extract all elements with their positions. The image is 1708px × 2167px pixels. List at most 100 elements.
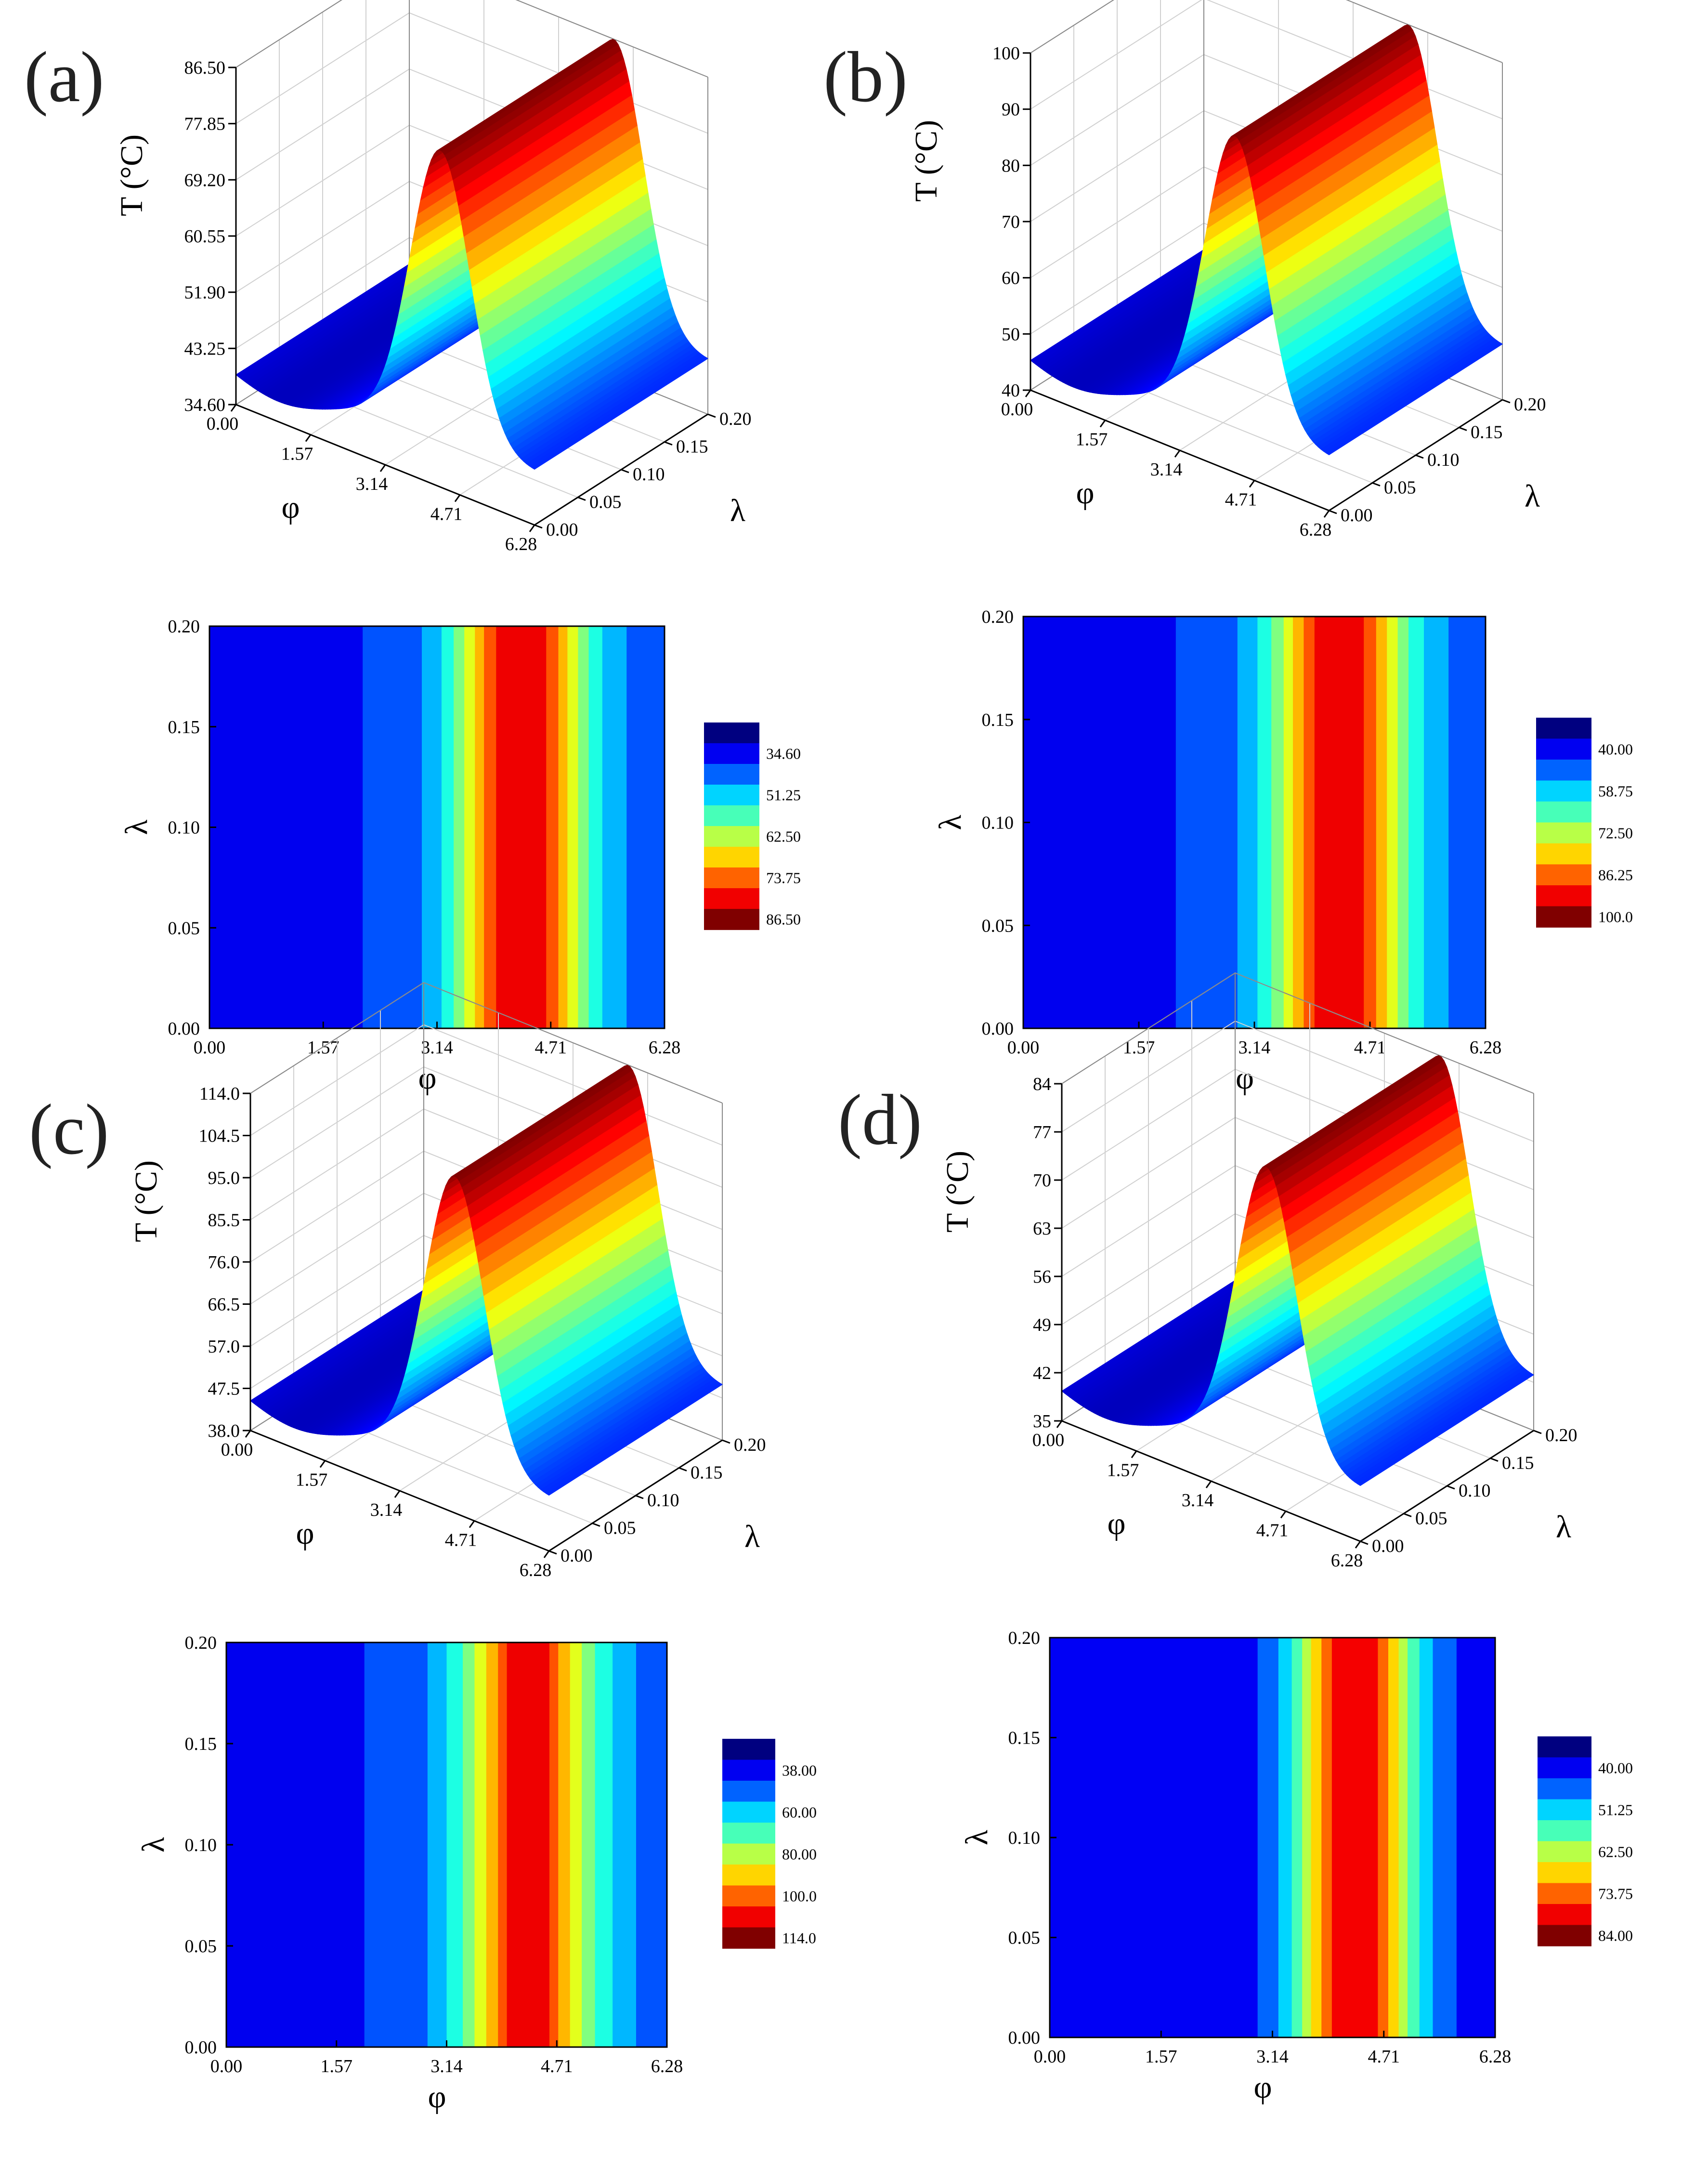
contour-band [614,1642,616,2047]
contour-band [1079,1638,1082,2037]
contour-band [499,1642,502,2047]
contour-band [341,626,343,1028]
contour-band [1213,617,1215,1028]
contour-band [499,626,501,1028]
colorbar-swatch [1538,1883,1591,1904]
lambda-tick-label: 0.05 [604,1518,636,1538]
contour-band [1304,1638,1306,2037]
contour-band [1185,1638,1187,2037]
phi-tick-label: 6.28 [1300,520,1332,540]
contour-band [1357,1638,1359,2037]
contour-band [1035,617,1038,1028]
contour-band [1379,617,1382,1028]
colorbar-swatch [722,1906,775,1928]
contour-band [318,626,321,1028]
contour-band [1189,1638,1191,2037]
contour-band [610,626,612,1028]
contour-band [1234,617,1237,1028]
contour-band [476,626,479,1028]
contour-band [523,626,525,1028]
lambda-tick-label: 0.05 [1384,478,1416,498]
contour-band [311,626,313,1028]
contour-band [1105,617,1107,1028]
contour-band [413,1642,415,2047]
colorbar-swatch [1536,738,1591,760]
contour-band [1125,1638,1128,2037]
colorbar-swatch [1538,1862,1591,1884]
contour-band [1370,1638,1372,2037]
contour-band [1363,1638,1365,2037]
contour-band [393,1642,396,2047]
contour-band [238,1642,240,2047]
contour-band [1157,617,1160,1028]
contour-band [1335,1638,1337,2037]
contour-band [570,1642,572,2047]
contour-band [1123,617,1125,1028]
z-axis-label: T (°C) [129,1160,164,1242]
x-tick-label: 1.57 [1145,2047,1177,2067]
contour-band [1326,1638,1328,2037]
contour-band [1341,1638,1343,2037]
contour-band [1078,1638,1080,2037]
contour-band [600,626,603,1028]
contour-band [537,1642,540,2047]
contour-band [1070,1638,1073,2037]
contour-band [1199,617,1201,1028]
phi-tick [543,1550,550,1558]
contour-band [1165,1638,1168,2037]
contour-band [1252,1638,1254,2037]
contour-band [546,626,548,1028]
contour-band [259,626,261,1028]
contour-band [268,626,271,1028]
contour-band [1073,1638,1076,2037]
contour-band [1072,1638,1074,2037]
z-tick-label: 90 [1002,100,1020,120]
contour-band [492,1642,494,2047]
contour-band [1324,617,1326,1028]
z-tick-label: 70 [1002,212,1020,232]
contour-band [549,626,551,1028]
contour-band [1095,617,1098,1028]
contour-band [646,1642,649,2047]
lambda-tick [1459,427,1467,431]
z-tick-label: 104.5 [199,1126,240,1146]
contour-band [1200,617,1202,1028]
lambda-tick-label: 0.00 [1372,1536,1404,1556]
contour-band [247,1642,249,2047]
contour-band [1290,617,1292,1028]
contour-band [1229,617,1232,1028]
contour-band [1217,617,1220,1028]
contour-band [645,626,647,1028]
contour-band [584,626,586,1028]
contour-band [1097,1638,1099,2037]
contour-band [590,1642,593,2047]
z-tick-label: 56 [1033,1267,1051,1287]
contour-band [1364,617,1366,1028]
lambda-tick [1490,1458,1499,1462]
contour-band [535,1642,537,2047]
contour-band [642,1642,644,2047]
contour-band [291,626,294,1028]
contour-band [398,1642,400,2047]
contour-band [1039,617,1041,1028]
contour-band [397,626,400,1028]
contour-band [608,1642,610,2047]
contour-band [344,626,347,1028]
surface-mesh [235,39,709,470]
contour-band [557,1642,559,2047]
contour-band [1186,1638,1188,2037]
contour-band [512,1642,515,2047]
contour-band [1062,617,1064,1028]
lambda-tick [707,413,716,418]
contour-band [508,626,510,1028]
phi-tick [245,1430,251,1438]
contour-band [561,1642,563,2047]
contour-band [1139,617,1141,1028]
contour-band [306,626,309,1028]
contour-band [606,1642,609,2047]
contour-band [1186,617,1189,1028]
contour-band [363,626,365,1028]
phi-tick [469,1520,475,1528]
colorbar-label: 86.25 [1598,866,1633,883]
contour-band [514,1642,516,2047]
